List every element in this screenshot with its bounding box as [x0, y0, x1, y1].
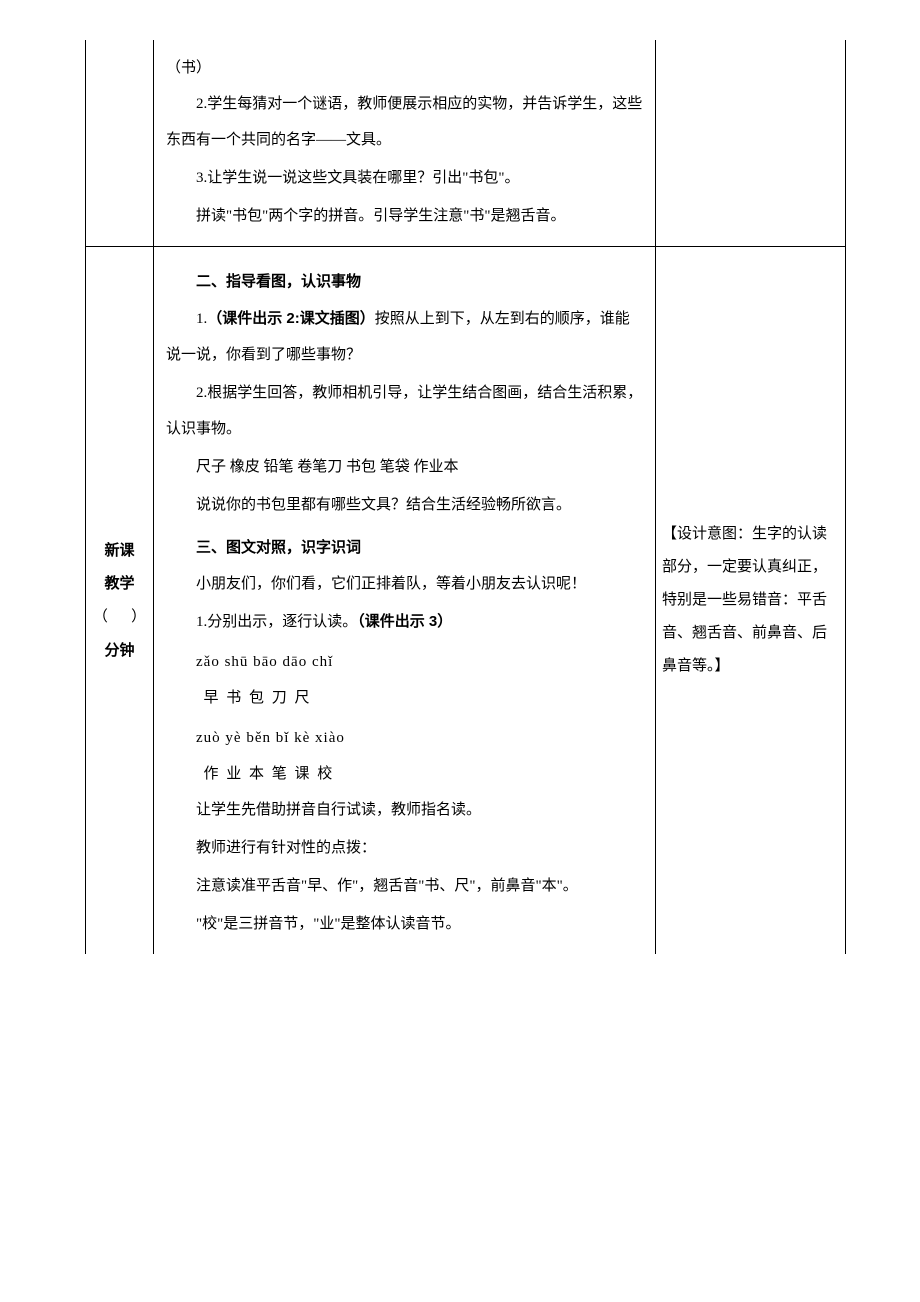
- row1-label-cell: [86, 40, 154, 247]
- discussion-prompt: 说说你的书包里都有哪些文具？结合生活经验畅所欲言。: [166, 487, 643, 523]
- label-line3: 分钟: [104, 642, 134, 659]
- hanzi-row-1: 早 书 包 刀 尺: [166, 680, 643, 716]
- syllable-note: "校"是三拼音节，"业"是整体认读音节。: [166, 906, 643, 942]
- lesson-plan-table: （书） 2.学生每猜对一个谜语，教师便展示相应的实物，并告诉学生，这些东西有一个…: [85, 40, 846, 954]
- pinyin-instruction: 拼读"书包"两个字的拼音。引导学生注意"书"是翘舌音。: [166, 198, 643, 234]
- pronunciation-note: 注意读准平舌音"早、作"，翘舌音"书、尺"，前鼻音"本"。: [166, 868, 643, 904]
- children-prompt: 小朋友们，你们看，它们正排着队，等着小朋友去认识呢！: [166, 566, 643, 602]
- table-row: （书） 2.学生每猜对一个谜语，教师便展示相应的实物，并告诉学生，这些东西有一个…: [86, 40, 846, 247]
- illustration-instruction: 1.（课件出示 2:课文插图）按照从上到下，从左到右的顺序，谁能说一说，你看到了…: [166, 301, 643, 373]
- pinyin-row-1: zǎo shū bāo dāo chǐ: [166, 644, 643, 680]
- section-2-heading: 二、指导看图，认识事物: [166, 263, 643, 301]
- teacher-guidance: 2.根据学生回答，教师相机引导，让学生结合图画，结合生活积累，认识事物。: [166, 375, 643, 447]
- teacher-pointer: 教师进行有针对性的点拨：: [166, 830, 643, 866]
- stationery-question: 3.让学生说一说这些文具装在哪里？引出"书包"。: [166, 160, 643, 196]
- row1-notes-cell: [656, 40, 846, 247]
- label-line2: 教学: [104, 575, 134, 592]
- section-3-heading: 三、图文对照，识字识词: [166, 529, 643, 567]
- table-row: 新课 教学 （ ） 分钟 二、指导看图，认识事物 1.（课件出示 2:课文插图）…: [86, 247, 846, 955]
- pinyin-row-2: zuò yè běn bǐ kè xiào: [166, 720, 643, 756]
- row1-content-cell: （书） 2.学生每猜对一个谜语，教师便展示相应的实物，并告诉学生，这些东西有一个…: [154, 40, 656, 247]
- reading-instruction: 让学生先借助拼音自行试读，教师指名读。: [166, 792, 643, 828]
- hanzi-row-2: 作 业 本 笔 课 校: [166, 756, 643, 792]
- display-instruction: 1.分别出示，逐行认读。（课件出示 3）: [166, 604, 643, 640]
- paren-close: ）: [131, 609, 146, 625]
- row2-notes-cell: 【设计意图：生字的认读部分，一定要认真纠正，特别是一些易错音：平舌音、翘舌音、前…: [656, 247, 846, 955]
- paren-open: （: [93, 609, 108, 625]
- stage-label: 新课 教学 （ ） 分钟: [89, 534, 150, 667]
- row2-label-cell: 新课 教学 （ ） 分钟: [86, 247, 154, 955]
- row2-content-cell: 二、指导看图，认识事物 1.（课件出示 2:课文插图）按照从上到下，从左到右的顺…: [154, 247, 656, 955]
- stationery-list: 尺子 橡皮 铅笔 卷笔刀 书包 笔袋 作业本: [166, 449, 643, 485]
- label-line1: 新课: [104, 542, 134, 559]
- riddle-instruction: 2.学生每猜对一个谜语，教师便展示相应的实物，并告诉学生，这些东西有一个共同的名…: [166, 86, 643, 158]
- design-intent-text: 【设计意图：生字的认读部分，一定要认真纠正，特别是一些易错音：平舌音、翘舌音、前…: [662, 518, 839, 683]
- book-answer: （书）: [166, 50, 643, 86]
